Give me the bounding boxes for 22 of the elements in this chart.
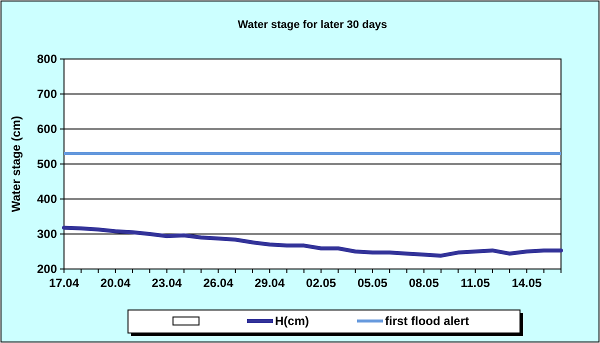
y-axis-title: Water stage (cm) — [9, 116, 23, 212]
x-tick-label: 02.05 — [306, 276, 336, 290]
y-tick-label: 800 — [36, 52, 58, 66]
x-tick-label: 05.05 — [357, 276, 388, 290]
x-tick-label: 23.04 — [152, 276, 182, 290]
legend-label: first flood alert — [385, 314, 470, 328]
legend-label: H(cm) — [275, 314, 310, 328]
x-tick-label: 14.05 — [512, 276, 542, 290]
x-tick-label: 08.05 — [408, 276, 440, 290]
y-tick-label: 400 — [36, 192, 58, 206]
x-tick-label: 29.04 — [254, 276, 285, 290]
y-tick-label: 200 — [36, 262, 58, 276]
y-tick-label: 300 — [36, 227, 58, 242]
chart-title: Water stage for later 30 days — [238, 19, 388, 31]
y-tick-label: 700 — [36, 87, 58, 102]
line-series — [62, 226, 563, 258]
x-tick-label: 20.04 — [100, 276, 131, 290]
x-tick-label: 17.04 — [48, 276, 80, 290]
x-tick-label: 11.05 — [460, 276, 490, 290]
y-tick-label: 500 — [36, 157, 58, 172]
y-tick-label: 600 — [36, 122, 58, 136]
x-tick-label: 26.04 — [203, 276, 234, 290]
